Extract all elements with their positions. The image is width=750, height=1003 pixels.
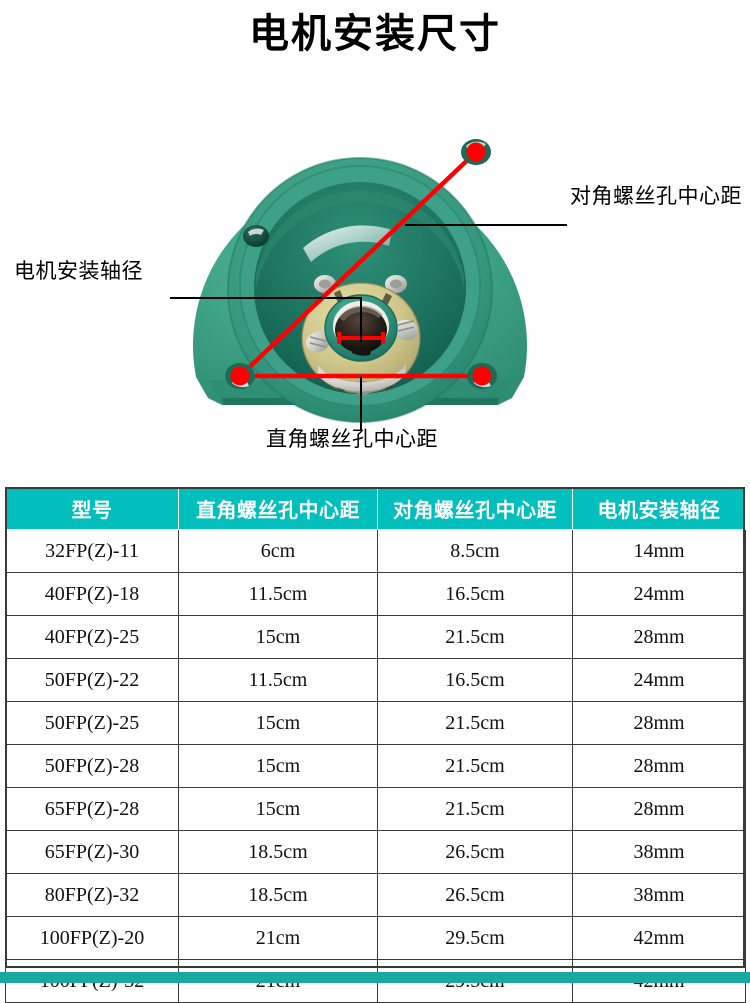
table-row: 50FP(Z)-28 15cm 21.5cm 28mm (5, 744, 746, 788)
cell-shaft-diameter: 38mm (572, 830, 746, 874)
cell-model: 50FP(Z)-25 (5, 701, 179, 745)
cell-diagonal-pitch: 8.5cm (377, 529, 573, 573)
diagonal-measure-line (238, 150, 478, 378)
table-row: 40FP(Z)-25 15cm 21.5cm 28mm (5, 615, 746, 659)
cell-shaft-diameter: 42mm (572, 916, 746, 960)
inner-screw-right (385, 275, 407, 293)
cell-shaft-diameter: 28mm (572, 744, 746, 788)
cell-diagonal-pitch: 21.5cm (377, 701, 573, 745)
cell-straight-pitch: 15cm (178, 744, 378, 788)
table-row: 50FP(Z)-22 11.5cm 16.5cm 24mm (5, 658, 746, 702)
annotation-diagonal-pitch: 对角螺丝孔中心距 (570, 185, 742, 208)
table-header-row: 型号 直角螺丝孔中心距 对角螺丝孔中心距 电机安装轴径 (5, 487, 746, 530)
cell-diagonal-pitch: 29.5cm (377, 916, 573, 960)
cell-model: 65FP(Z)-30 (5, 830, 179, 874)
cell-straight-pitch: 15cm (178, 701, 378, 745)
cell-straight-pitch: 18.5cm (178, 830, 378, 874)
flange-illustration (170, 139, 567, 430)
cell-diagonal-pitch: 21.5cm (377, 744, 573, 788)
cell-model: 100FP(Z)-20 (5, 916, 179, 960)
table-row: 100FP(Z)-20 21cm 29.5cm 42mm (5, 916, 746, 960)
bottom-accent-bar (0, 972, 750, 983)
column-header-model: 型号 (5, 487, 179, 530)
motor-mounting-diagram: 电机安装轴径 对角螺丝孔中心距 直角螺丝孔中心距 (0, 80, 750, 480)
table-row: 65FP(Z)-28 15cm 21.5cm 28mm (5, 787, 746, 831)
cell-model: 40FP(Z)-25 (5, 615, 179, 659)
cell-diagonal-pitch: 26.5cm (377, 830, 573, 874)
cell-model: 80FP(Z)-32 (5, 873, 179, 917)
annotation-straight-pitch: 直角螺丝孔中心距 (266, 428, 438, 451)
cell-diagonal-pitch: 26.5cm (377, 873, 573, 917)
cell-shaft-diameter: 38mm (572, 873, 746, 917)
cell-diagonal-pitch: 21.5cm (377, 615, 573, 659)
clamp-screw-right (394, 319, 418, 341)
bolt-hole-top-right (461, 139, 491, 165)
cell-diagonal-pitch: 16.5cm (377, 658, 573, 702)
column-header-diagonal-pitch: 对角螺丝孔中心距 (377, 487, 573, 530)
cell-shaft-diameter: 28mm (572, 787, 746, 831)
table-row: 32FP(Z)-11 6cm 8.5cm 14mm (5, 529, 746, 573)
cell-straight-pitch: 11.5cm (178, 658, 378, 702)
marker-dot-top-right (466, 142, 486, 162)
cell-model: 50FP(Z)-22 (5, 658, 179, 702)
cell-straight-pitch: 6cm (178, 529, 378, 573)
bolt-hole-bottom-left (225, 363, 255, 389)
clamp-screw-left (306, 331, 330, 353)
cell-straight-pitch: 11.5cm (178, 572, 378, 616)
table-row: 50FP(Z)-25 15cm 21.5cm 28mm (5, 701, 746, 745)
cell-shaft-diameter: 28mm (572, 701, 746, 745)
cell-straight-pitch: 18.5cm (178, 873, 378, 917)
table-body: 32FP(Z)-11 6cm 8.5cm 14mm 40FP(Z)-18 11.… (5, 529, 746, 1003)
marker-dot-bottom-left (230, 366, 250, 386)
page-title: 电机安装尺寸 (249, 12, 501, 56)
cell-straight-pitch: 15cm (178, 615, 378, 659)
cell-model: 40FP(Z)-18 (5, 572, 179, 616)
marker-dot-bottom-right (472, 366, 492, 386)
cell-diagonal-pitch: 16.5cm (377, 572, 573, 616)
cell-straight-pitch: 15cm (178, 787, 378, 831)
leader-line-shaft-diameter (170, 297, 362, 342)
cell-shaft-diameter: 24mm (572, 658, 746, 702)
cell-shaft-diameter: 14mm (572, 529, 746, 573)
cell-model: 32FP(Z)-11 (5, 529, 179, 573)
motor-spec-table: 型号 直角螺丝孔中心距 对角螺丝孔中心距 电机安装轴径 32FP(Z)-11 6… (5, 487, 746, 1003)
cell-straight-pitch: 21cm (178, 916, 378, 960)
cell-model: 65FP(Z)-28 (5, 787, 179, 831)
table-row: 40FP(Z)-18 11.5cm 16.5cm 24mm (5, 572, 746, 616)
bowl-highlight (303, 225, 392, 262)
bolt-hole-top-left (243, 225, 269, 247)
table-row: 80FP(Z)-32 18.5cm 26.5cm 38mm (5, 873, 746, 917)
cell-model: 50FP(Z)-28 (5, 744, 179, 788)
bolt-hole-bottom-right (467, 363, 497, 389)
cell-shaft-diameter: 24mm (572, 572, 746, 616)
cell-diagonal-pitch: 21.5cm (377, 787, 573, 831)
table-row: 65FP(Z)-30 18.5cm 26.5cm 38mm (5, 830, 746, 874)
annotation-shaft-diameter: 电机安装轴径 (14, 260, 143, 283)
spacer-collar (318, 363, 406, 392)
column-header-straight-pitch: 直角螺丝孔中心距 (178, 487, 378, 530)
cell-shaft-diameter: 28mm (572, 615, 746, 659)
column-header-shaft-diameter: 电机安装轴径 (572, 487, 746, 530)
